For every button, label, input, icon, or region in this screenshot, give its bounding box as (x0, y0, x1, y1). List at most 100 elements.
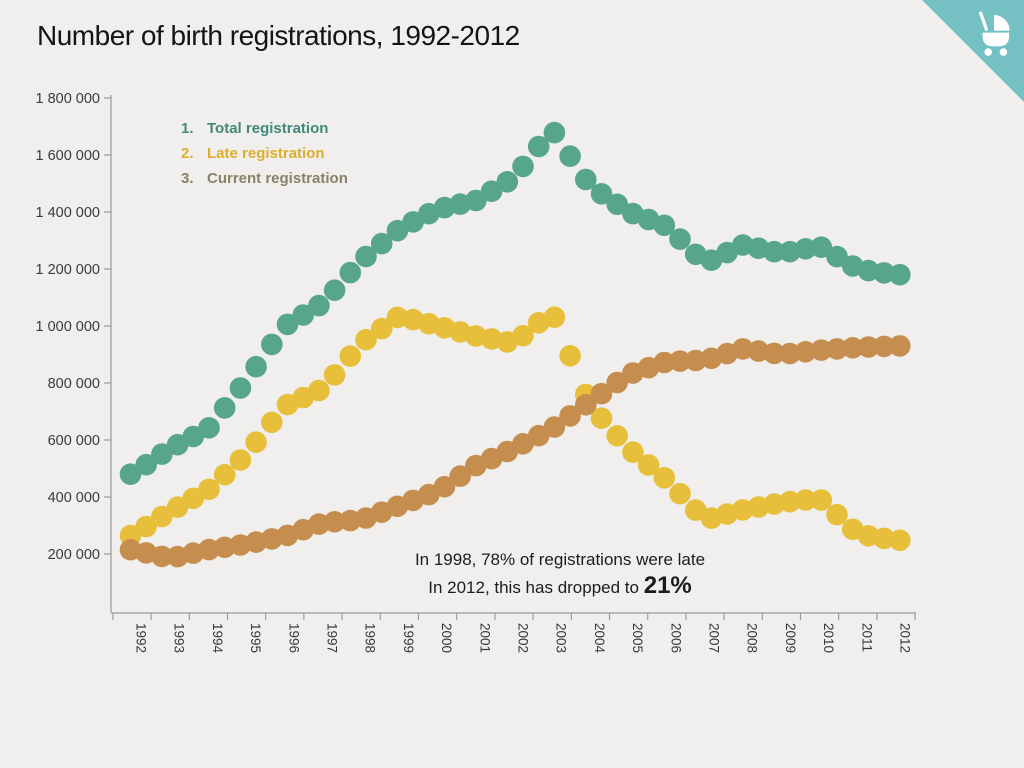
data-point (559, 145, 581, 167)
legend-label: Total registration (207, 120, 329, 137)
y-tick-label: 800 000 (48, 376, 100, 392)
data-point (449, 465, 472, 487)
x-tick-label: 1997 (325, 623, 340, 653)
annotation-line-2012: In 2012, this has dropped to 21% (428, 572, 692, 599)
data-point (370, 232, 393, 255)
y-tick-label: 600 000 (48, 433, 100, 449)
data-point (873, 262, 895, 284)
data-point (826, 245, 848, 268)
data-point (166, 496, 189, 518)
data-point (857, 336, 880, 358)
x-tick-label: 2007 (707, 623, 722, 653)
data-point (135, 515, 157, 538)
x-tick-label: 2002 (516, 623, 531, 653)
data-point (308, 294, 330, 317)
data-point (355, 245, 377, 268)
data-point (527, 424, 550, 447)
data-point (763, 342, 785, 365)
x-tick-label: 2009 (783, 623, 798, 653)
data-point (323, 364, 346, 386)
data-point (245, 431, 267, 454)
y-tick-label: 1 800 000 (35, 91, 100, 107)
data-point (653, 351, 676, 374)
x-tick-label: 2008 (745, 623, 760, 653)
data-point (606, 371, 628, 394)
data-point (151, 443, 173, 465)
data-point (590, 183, 613, 205)
x-tick-label: 1992 (134, 623, 149, 653)
data-point (245, 355, 267, 378)
data-point (119, 463, 142, 486)
annotation-percent-value: 21% (643, 572, 692, 599)
page-title: Number of birth registrations, 1992-2012 (37, 20, 520, 51)
data-point (559, 405, 581, 427)
x-tick-label: 2012 (898, 623, 913, 653)
data-point (606, 425, 628, 447)
x-tick-label: 2001 (477, 623, 492, 653)
data-point (182, 425, 205, 448)
data-point (213, 463, 236, 486)
data-point (590, 382, 613, 405)
data-point (261, 333, 283, 356)
data-point (229, 449, 252, 471)
legend-number: 2. (181, 145, 194, 162)
data-point (873, 335, 895, 358)
y-tick-label: 400 000 (48, 490, 100, 506)
data-point (575, 168, 597, 191)
y-axis-labels: 200 000 400 000 600 000 800 000 1 000 000 1 2… (35, 91, 100, 563)
data-point (308, 379, 330, 402)
annotation-line-1998: In 1998, 78% of registrations were late (414, 550, 706, 569)
data-point (669, 228, 691, 250)
data-point (653, 214, 676, 237)
data-point (810, 339, 833, 361)
x-tick-label: 1996 (286, 623, 301, 653)
data-point (841, 337, 864, 359)
y-tick-label: 1 000 000 (35, 319, 100, 335)
data-point (135, 453, 157, 476)
x-tick-label: 2010 (821, 623, 836, 653)
data-point (198, 417, 220, 439)
series-late-registration (119, 306, 911, 552)
data-point (339, 345, 362, 367)
data-point (543, 121, 566, 144)
data-point (669, 350, 691, 372)
x-tick-label: 2003 (554, 623, 569, 653)
baby-stroller-icon (979, 11, 1010, 56)
data-point (810, 489, 833, 511)
y-tick-label: 1 600 000 (35, 148, 100, 164)
data-point (779, 490, 801, 513)
data-point (198, 478, 220, 501)
data-point (229, 377, 252, 399)
data-point (355, 328, 377, 351)
data-point (151, 505, 173, 528)
x-tick-label: 2000 (439, 623, 454, 653)
data-point (669, 482, 691, 505)
legend-item-current: 3. Current registration (181, 166, 348, 191)
x-tick-label: 1999 (401, 623, 416, 653)
data-point (653, 467, 676, 489)
data-point (873, 527, 895, 550)
data-point (480, 180, 503, 202)
data-point (292, 304, 315, 326)
data-point (512, 324, 534, 347)
data-point (370, 317, 393, 340)
data-point (889, 263, 911, 286)
data-point (889, 335, 911, 357)
data-point (433, 475, 456, 498)
data-point (276, 313, 299, 336)
data-point (213, 397, 236, 419)
data-point (323, 511, 346, 533)
legend-item-total: 1. Total registration (181, 116, 348, 141)
data-point (512, 155, 534, 178)
data-point (590, 407, 613, 430)
x-tick-label: 1998 (363, 623, 378, 653)
x-axis-labels: 1992 1993 1994 1995 1996 1997 1998 1999 2000 2001… (134, 623, 913, 654)
legend-item-late: 2. Late registration (181, 141, 348, 166)
data-point (543, 306, 566, 329)
y-tick-label: 1 400 000 (35, 205, 100, 221)
data-point (794, 489, 817, 511)
y-tick-label: 200 000 (48, 547, 100, 563)
x-tick-label: 2004 (592, 623, 607, 654)
